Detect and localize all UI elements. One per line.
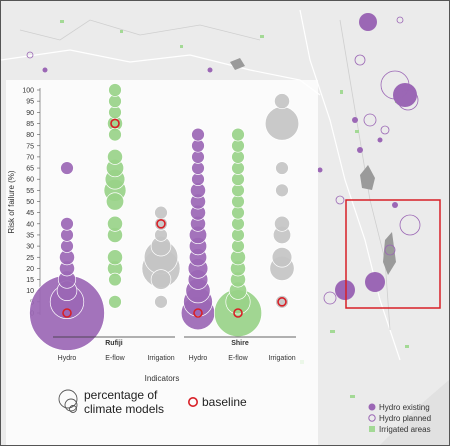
bubble-point: [275, 161, 289, 175]
highlight-box: [345, 199, 441, 309]
bubble-point: [154, 205, 168, 220]
y-tick-label: 70: [26, 154, 34, 161]
y-tick-label: 75: [26, 143, 34, 150]
y-tick-label: 45: [26, 210, 34, 217]
hydro-planned-swatch: [368, 414, 376, 422]
bubble-point: [60, 217, 74, 231]
bubble-point: [275, 183, 289, 198]
hydro-planned-label: Hydro planned: [379, 414, 431, 423]
y-tick-label: 85: [26, 121, 34, 128]
size-legend-circle-medium: [64, 398, 78, 412]
x-category-label: E-flow: [228, 355, 248, 362]
bubble-point: [107, 215, 123, 232]
bubble-point: [108, 295, 122, 309]
bubble-point: [107, 148, 123, 165]
map-legend: Hydro existing Hydro planned Irrigated a…: [368, 403, 431, 434]
baseline-legend: baseline: [188, 395, 247, 409]
map-lake: [383, 232, 396, 275]
bubble-point: [154, 295, 168, 309]
size-legend-label-line2: climate models: [84, 402, 164, 416]
y-tick-label: 90: [26, 110, 34, 117]
bubble-point: [274, 93, 290, 110]
y-tick-label: 20: [26, 266, 34, 273]
map-river: [19, 19, 261, 41]
y-tick-label: 25: [26, 255, 34, 262]
y-tick-label: 100: [22, 88, 34, 95]
bubble-point: [271, 247, 293, 268]
bubble-point: [107, 249, 123, 266]
y-tick-label: 15: [26, 277, 34, 284]
hydro-existing-label: Hydro existing: [379, 403, 430, 412]
group-label: Rufiji: [105, 340, 123, 347]
x-category-label: Irrigation: [147, 355, 174, 362]
x-category-label: Hydro: [189, 355, 208, 362]
bubble-point: [231, 127, 245, 142]
baseline-marker: [110, 118, 120, 129]
size-legend-circle-small: [69, 405, 77, 413]
group-label: Shire: [231, 340, 249, 347]
bubble-point: [60, 161, 74, 175]
bubble-layer: [29, 83, 300, 351]
hydro-existing-swatch: [368, 403, 376, 411]
y-tick-label: 60: [26, 177, 34, 184]
baseline-marker: [193, 308, 203, 318]
y-tick-label: 55: [26, 188, 34, 195]
map-hydro-markers: [26, 13, 421, 305]
y-tick-label: 30: [26, 244, 34, 251]
bubble-point: [191, 127, 205, 142]
x-axis: Hydro E-flow Irrigation Hydro E-flow Irrigati…: [53, 336, 296, 362]
baseline-marker: [62, 308, 72, 318]
y-tick-label: 80: [26, 132, 34, 139]
y-tick-label: 65: [26, 166, 34, 173]
x-axis-label: Indicators: [145, 374, 180, 383]
y-axis-label: Risk of failure (%): [7, 170, 16, 233]
map-border-line: [299, 9, 401, 361]
y-tick-label: 10: [26, 288, 34, 295]
size-legend-circle-large: [58, 389, 78, 409]
bubble-point: [264, 106, 300, 141]
baseline-marker: [233, 308, 243, 318]
bubble-point: [108, 272, 122, 287]
bubble-point: [108, 83, 122, 97]
bubble-point: [150, 269, 172, 290]
y-tick-label: 50: [26, 199, 34, 206]
bubble-point: [105, 192, 125, 211]
map-lake: [360, 165, 375, 190]
irrigated-areas-swatch: [369, 426, 375, 432]
baseline-marker: [277, 297, 287, 307]
y-tick-label: 95: [26, 99, 34, 106]
bubble-point: [274, 215, 290, 232]
y-tick-label: 40: [26, 221, 34, 228]
size-legend-label-line1: percentage of: [84, 388, 158, 402]
map-lake: [230, 58, 245, 70]
y-tick-label: 35: [26, 232, 34, 239]
baseline-legend-label: baseline: [202, 395, 247, 409]
x-category-label: Irrigation: [268, 355, 295, 362]
bubble-point: [108, 127, 122, 142]
size-legend: percentage of climate models: [58, 388, 164, 416]
x-category-label: Hydro: [58, 355, 77, 362]
irrigated-areas-label: Irrigated areas: [379, 425, 431, 434]
baseline-marker: [156, 219, 166, 229]
x-category-label: E-flow: [105, 355, 125, 362]
baseline-legend-circle: [188, 396, 199, 407]
